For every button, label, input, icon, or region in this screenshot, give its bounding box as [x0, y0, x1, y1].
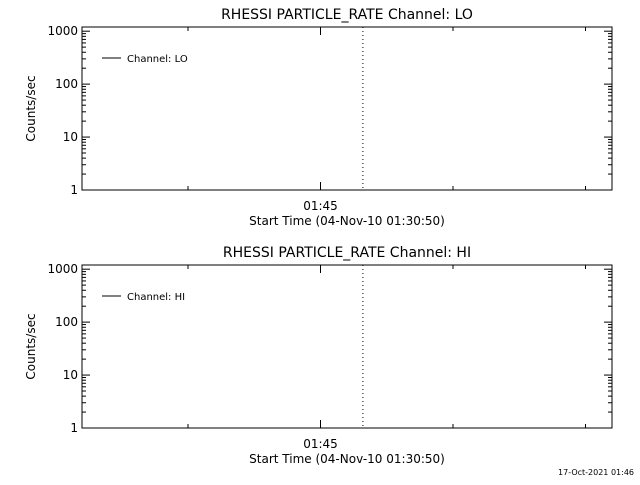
- y-tick-label: 1000: [47, 24, 78, 38]
- x-axis-label: Start Time (04-Nov-10 01:30:50): [249, 452, 445, 466]
- y-tick-label: 100: [55, 77, 78, 91]
- y-tick-label: 1: [70, 421, 78, 435]
- footer-timestamp: 17-Oct-2021 01:46: [558, 468, 634, 477]
- x-axis-label: Start Time (04-Nov-10 01:30:50): [249, 214, 445, 228]
- legend-label: Channel: HI: [127, 292, 185, 303]
- y-tick-label: 1: [70, 183, 78, 197]
- y-axis-label: Counts/sec: [24, 313, 38, 379]
- chart-panel-1: RHESSI PARTICLE_RATE Channel: LO01:4502:…: [24, 7, 613, 228]
- x-tick-label: 01:45: [303, 437, 338, 451]
- chart-panel-2: RHESSI PARTICLE_RATE Channel: HI01:4502:…: [24, 245, 613, 466]
- y-tick-label: 10: [63, 130, 78, 144]
- y-tick-label: 10: [63, 368, 78, 382]
- y-tick-label: 1000: [47, 262, 78, 276]
- chart-title: RHESSI PARTICLE_RATE Channel: LO: [221, 7, 473, 23]
- plot-frame: [81, 26, 613, 191]
- legend-label: Channel: LO: [127, 54, 188, 65]
- plot-frame: [81, 264, 613, 429]
- x-tick-label: 01:45: [303, 199, 338, 213]
- y-tick-label: 100: [55, 315, 78, 329]
- chart-title: RHESSI PARTICLE_RATE Channel: HI: [223, 245, 471, 261]
- y-axis-label: Counts/sec: [24, 75, 38, 141]
